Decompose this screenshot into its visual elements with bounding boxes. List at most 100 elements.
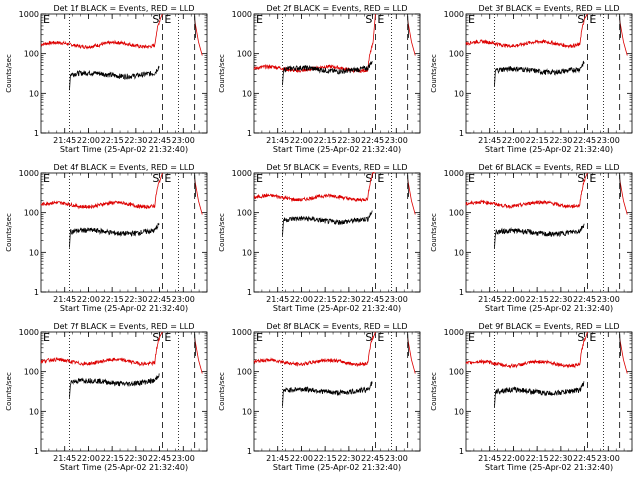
panel-title: Det 6f BLACK = Events, RED = LLD xyxy=(478,163,619,172)
y-axis-label: Counts/sec xyxy=(5,372,13,411)
x-tick-label: 22:30 xyxy=(124,295,147,304)
marker-label-s: S xyxy=(577,331,584,344)
x-tick-label: 21:45 xyxy=(53,454,76,463)
y-tick-label: 10 xyxy=(454,89,464,98)
x-tick-label: 22:45 xyxy=(573,295,596,304)
plot-frame xyxy=(253,13,421,134)
x-tick-label: 23:00 xyxy=(597,136,620,145)
x-tick-label: 22:00 xyxy=(290,295,313,304)
marker-label-s: S xyxy=(365,331,372,344)
events-series-line xyxy=(69,222,160,248)
y-tick-label: 10 xyxy=(29,407,39,416)
lld-series-tail xyxy=(194,338,203,374)
x-tick-label: 22:00 xyxy=(502,295,525,304)
x-axis-label: Start Time (25-Apr-02 21:32:40) xyxy=(60,145,188,154)
y-tick-label: 1000 xyxy=(232,328,252,337)
marker-label-e: E xyxy=(43,13,50,26)
x-tick-label: 22:00 xyxy=(290,136,313,145)
x-axis-label: Start Time (25-Apr-02 21:32:40) xyxy=(273,463,401,472)
x-axis-label: Start Time (25-Apr-02 21:32:40) xyxy=(485,304,613,313)
x-tick-label: 23:00 xyxy=(385,295,408,304)
y-tick-label: 1 xyxy=(34,288,39,297)
x-tick-label: 21:45 xyxy=(478,454,501,463)
x-tick-label: 22:45 xyxy=(148,295,171,304)
y-tick-label: 10 xyxy=(29,248,39,257)
y-tick-label: 1 xyxy=(34,447,39,456)
x-axis-label: Start Time (25-Apr-02 21:32:40) xyxy=(485,463,613,472)
plot-frame xyxy=(253,331,421,452)
marker-label-e: E xyxy=(468,172,475,185)
events-series-line xyxy=(494,60,585,87)
marker-label-e: E xyxy=(256,331,263,344)
marker-label-e: E xyxy=(164,172,171,185)
y-tick-label: 1000 xyxy=(19,328,39,337)
x-tick-label: 21:45 xyxy=(53,295,76,304)
marker-label-e: E xyxy=(589,172,596,185)
events-series-line xyxy=(69,65,160,91)
y-axis-label: Counts/sec xyxy=(5,54,13,93)
x-tick-label: 22:15 xyxy=(526,295,549,304)
x-tick-label: 22:00 xyxy=(77,454,100,463)
y-axis-label: Counts/sec xyxy=(430,54,438,93)
y-axis-label: Counts/sec xyxy=(218,213,226,252)
x-tick-label: 21:45 xyxy=(266,136,289,145)
y-tick-label: 100 xyxy=(237,368,252,377)
y-tick-label: 1 xyxy=(34,129,39,138)
x-tick-label: 21:45 xyxy=(266,295,289,304)
panel-title: Det 2f BLACK = Events, RED = LLD xyxy=(266,4,407,13)
x-tick-label: 22:30 xyxy=(124,136,147,145)
plot-frame xyxy=(465,13,633,134)
y-axis-label: Counts/sec xyxy=(5,213,13,252)
x-tick-label: 22:15 xyxy=(101,454,124,463)
y-tick-label: 100 xyxy=(237,209,252,218)
marker-label-e: E xyxy=(164,13,171,26)
events-series-tail xyxy=(407,15,410,38)
y-tick-label: 1 xyxy=(459,288,464,297)
y-tick-label: 10 xyxy=(242,407,252,416)
y-tick-label: 1 xyxy=(247,129,252,138)
events-series-tail xyxy=(194,174,197,197)
y-tick-label: 100 xyxy=(449,368,464,377)
x-tick-label: 23:00 xyxy=(172,136,195,145)
x-axis-label: Start Time (25-Apr-02 21:32:40) xyxy=(60,304,188,313)
x-tick-label: 23:00 xyxy=(597,454,620,463)
events-series-tail xyxy=(194,15,197,38)
events-series-line xyxy=(494,223,585,249)
panel-det-2: Det 2f BLACK = Events, RED = LLD 1 10 100 10… xyxy=(218,4,421,154)
x-tick-label: 22:45 xyxy=(573,136,596,145)
y-tick-label: 1 xyxy=(459,447,464,456)
y-tick-label: 10 xyxy=(242,89,252,98)
panel-title: Det 7f BLACK = Events, RED = LLD xyxy=(53,322,194,331)
x-tick-label: 22:30 xyxy=(549,295,572,304)
y-tick-label: 100 xyxy=(237,50,252,59)
events-series-tail xyxy=(194,333,197,356)
x-tick-label: 22:30 xyxy=(337,454,360,463)
x-tick-label: 22:15 xyxy=(101,295,124,304)
lld-series-tail xyxy=(619,179,628,215)
events-series-line xyxy=(494,381,585,408)
lld-series-line xyxy=(40,331,163,367)
x-tick-label: 23:00 xyxy=(385,454,408,463)
y-axis-label: Counts/sec xyxy=(218,372,226,411)
events-series-tail xyxy=(619,333,622,356)
panel-title: Det 5f BLACK = Events, RED = LLD xyxy=(266,163,407,172)
plot-frame xyxy=(253,172,421,293)
x-axis-label: Start Time (25-Apr-02 21:32:40) xyxy=(485,145,613,154)
x-axis-label: Start Time (25-Apr-02 21:32:40) xyxy=(273,304,401,313)
x-tick-label: 23:00 xyxy=(385,136,408,145)
marker-label-s: S xyxy=(152,13,159,26)
plot-frame xyxy=(40,331,208,452)
plot-frame xyxy=(40,13,208,134)
y-tick-label: 100 xyxy=(24,368,39,377)
events-series-tail xyxy=(407,174,410,197)
events-series-line xyxy=(282,60,373,86)
y-tick-label: 10 xyxy=(454,407,464,416)
x-tick-label: 22:30 xyxy=(337,136,360,145)
y-tick-label: 1000 xyxy=(232,169,252,178)
panel-det-4: Det 4f BLACK = Events, RED = LLD 1 10 100 10… xyxy=(5,163,208,313)
panel-det-8: Det 8f BLACK = Events, RED = LLD 1 10 100 10… xyxy=(218,322,421,472)
y-tick-label: 1 xyxy=(247,288,252,297)
marker-label-e: E xyxy=(164,331,171,344)
x-tick-label: 22:45 xyxy=(573,454,596,463)
lld-series-tail xyxy=(194,179,203,215)
